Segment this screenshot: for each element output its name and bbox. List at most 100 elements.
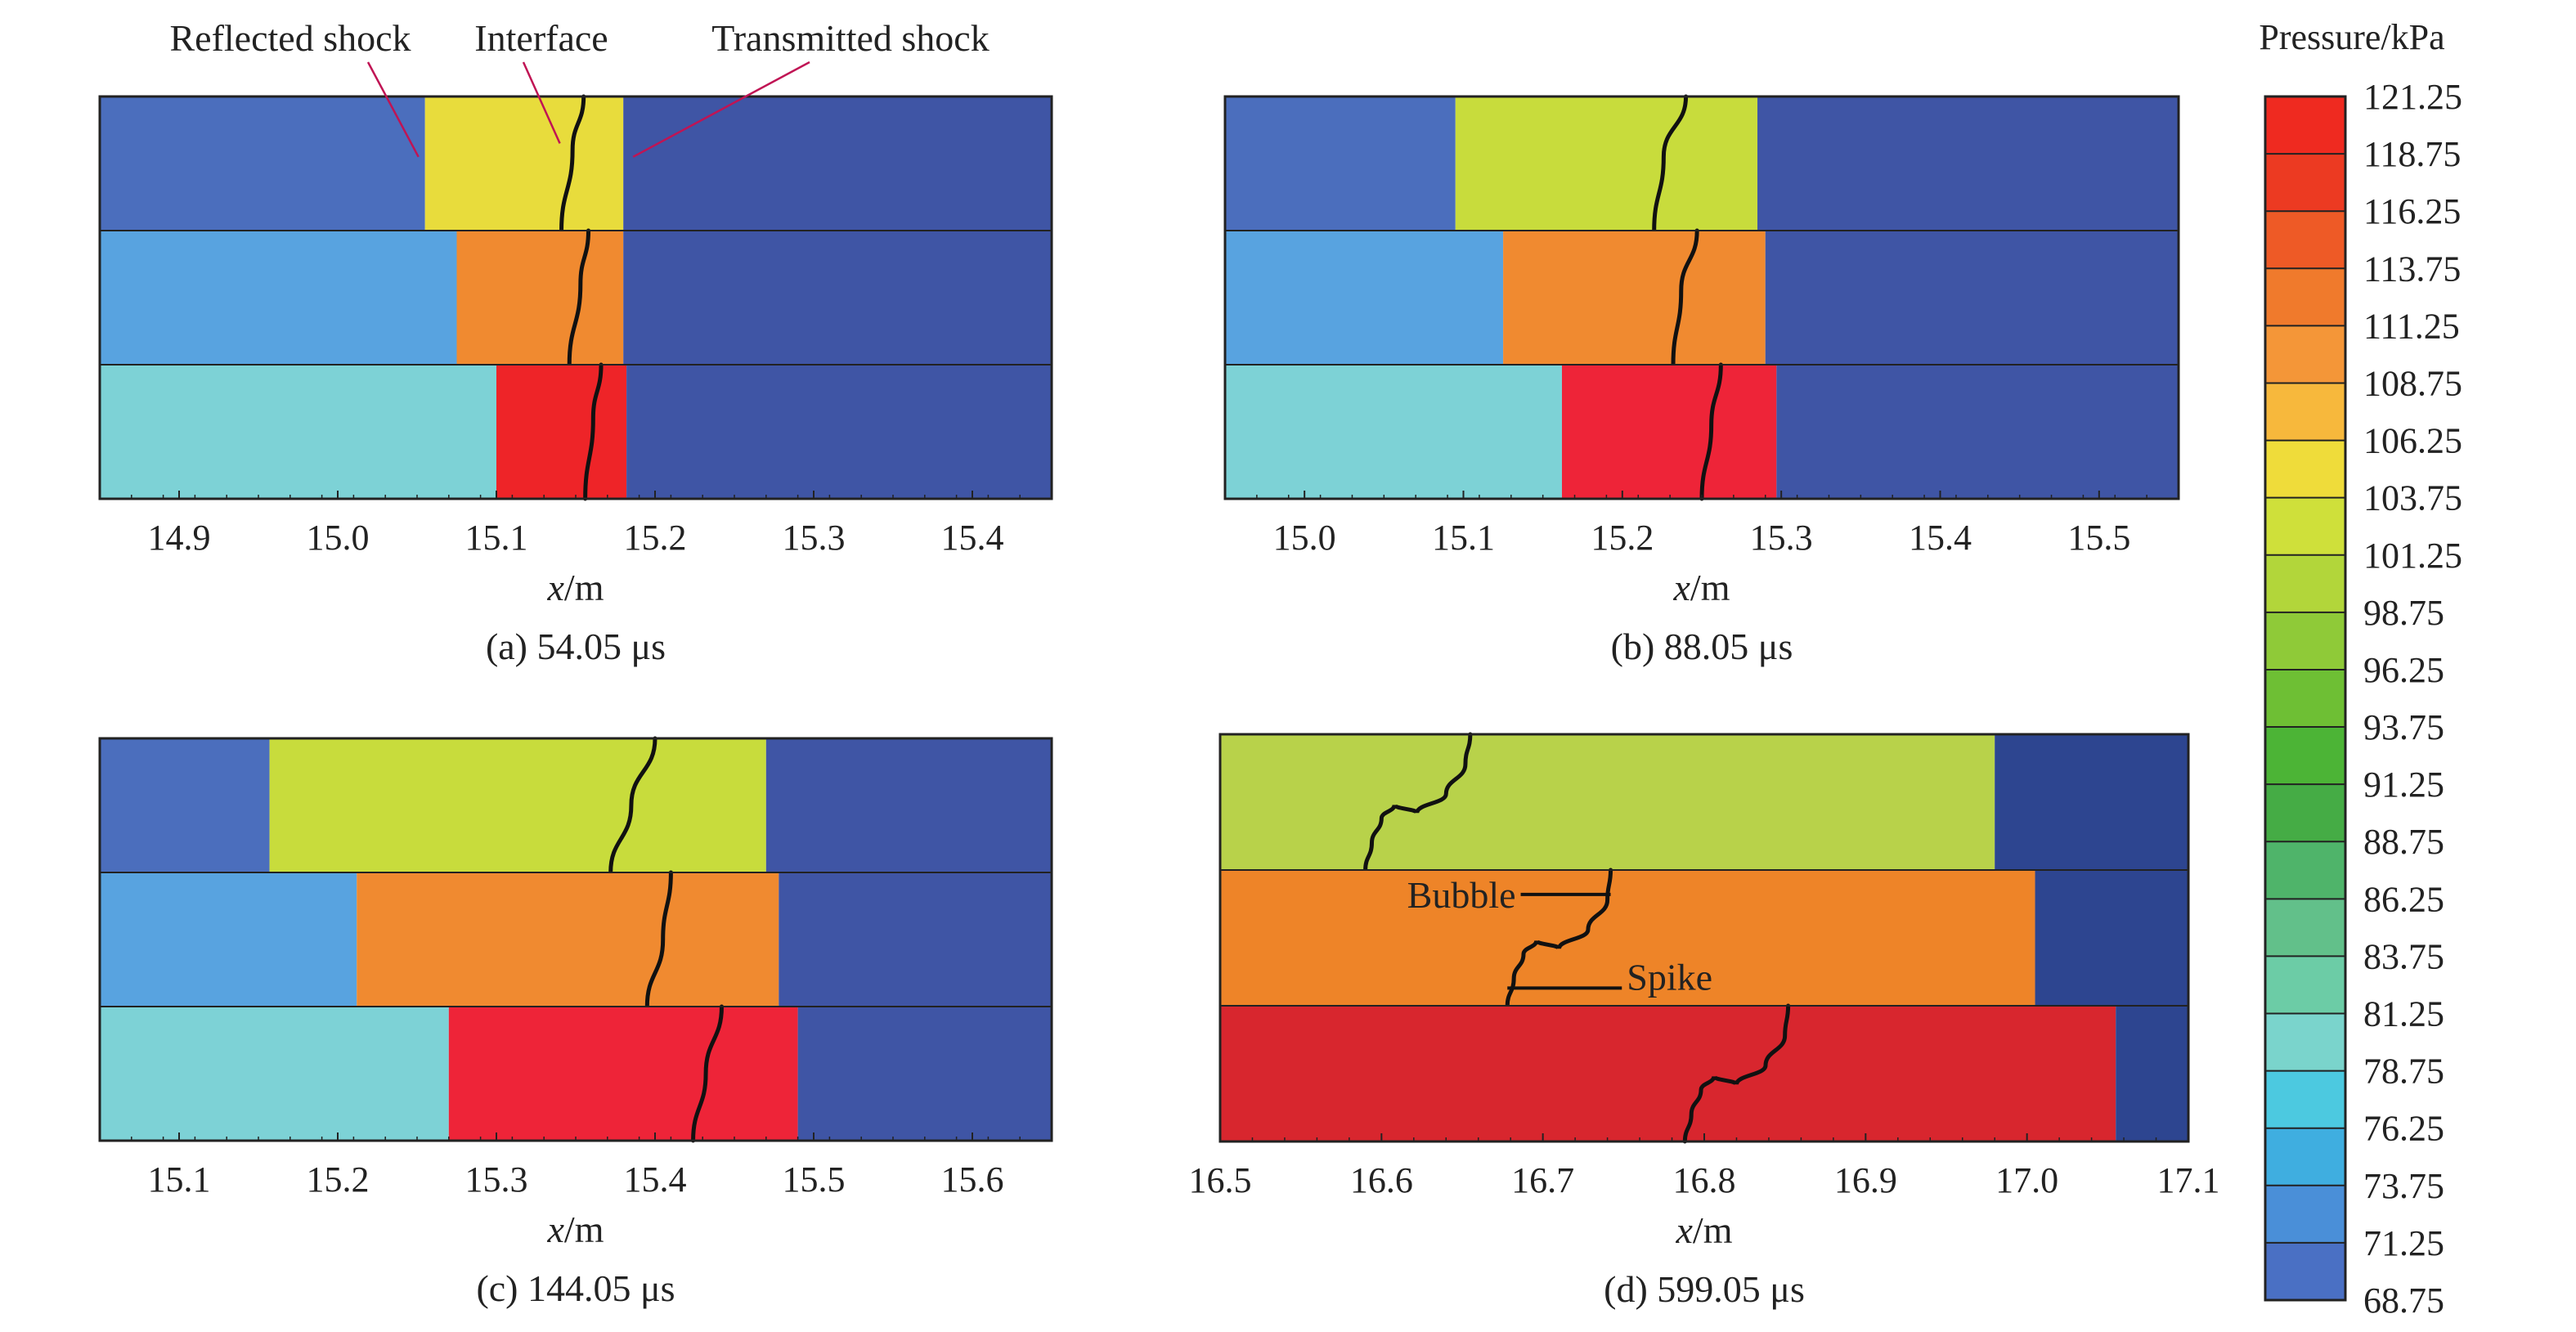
pressure-zone (496, 365, 627, 499)
x-tick-label: 15.1 (465, 518, 528, 558)
panel-a: 14.9 15.0 15.1 15.2 15.3 15.4 x/m (a) 54.05 μs R… (98, 17, 1053, 667)
x-axis-label: x/m (1676, 1209, 1733, 1251)
colorbar-level-label: 96.25 (2363, 650, 2444, 690)
x-tick-label: 16.5 (1189, 1160, 1252, 1200)
band-1 (1219, 732, 2189, 872)
x-tick-label: 15.2 (1591, 518, 1654, 558)
x-tick-label: 15.5 (2067, 518, 2130, 558)
colorbar-segment (2265, 1185, 2345, 1244)
pressure-zone (1225, 231, 1504, 365)
x-axis-label: x/m (547, 1209, 604, 1250)
colorbar-segment (2265, 325, 2345, 383)
pressure-zone (1995, 734, 2188, 870)
pressure-zone (100, 738, 270, 872)
annotation-leader (522, 61, 561, 144)
colorbar-segment (2265, 211, 2345, 269)
colorbar-level-label: 106.25 (2363, 421, 2462, 461)
colorbar-level-label: 118.75 (2363, 134, 2461, 174)
pressure-zone (424, 96, 624, 231)
interface-line (559, 94, 586, 233)
band-3 (1219, 1003, 2189, 1144)
colorbar-level-label: 86.25 (2363, 879, 2444, 919)
pressure-zone (1757, 96, 2179, 231)
colorbar-segment (2265, 841, 2345, 899)
band-3 (99, 1004, 1052, 1143)
colorbar-segment (2265, 497, 2345, 556)
colorbar-level-label: 71.25 (2363, 1223, 2444, 1263)
panel-d: 16.5 16.6 16.7 16.8 16.9 17.0 17.1 x/m (d) 599.0… (1189, 732, 2220, 1310)
pressure-zone (623, 231, 1052, 365)
x-tick-label: 15.2 (624, 518, 687, 558)
panel-b: 15.0 15.1 15.2 15.3 15.4 15.5 x/m (b) 88.05 μs (1223, 94, 2180, 667)
pressure-zone (626, 365, 1052, 499)
x-tick-label: 16.9 (1834, 1160, 1897, 1200)
x-tick-label: 15.1 (148, 1159, 211, 1200)
interface-line (608, 736, 657, 875)
interface-line (1363, 732, 1473, 872)
colorbar-segment (2265, 96, 2345, 155)
colorbar-segment (2265, 899, 2345, 957)
colorbar-level-label: 73.75 (2363, 1166, 2444, 1206)
x-axis-variable: x (1676, 1209, 1694, 1251)
annotation-label: Reflected shock (169, 17, 411, 59)
interface-line (1652, 94, 1689, 233)
band-3 (99, 362, 1052, 501)
pressure-zone (269, 738, 766, 872)
colorbar-level-label: 88.75 (2363, 822, 2444, 862)
x-axis: 15.1 15.2 15.3 15.4 15.5 15.6 (99, 1132, 1052, 1200)
pressure-zone (1220, 734, 1995, 870)
colorbar-level-label: 81.25 (2363, 994, 2444, 1034)
panel-caption: (b) 88.05 μs (1611, 626, 1793, 667)
annotation-leader (366, 61, 420, 158)
band-1 (99, 736, 1052, 875)
band-2 (1219, 868, 2189, 1008)
colorbar-segment (2265, 784, 2345, 842)
pressure-zone (1220, 1006, 2116, 1141)
x-axis-variable: x (547, 1209, 565, 1250)
pressure-zone (1765, 231, 2179, 365)
pressure-zone (1455, 96, 1758, 231)
annotation-label: Bubble (1407, 874, 1516, 916)
x-tick-label: 15.4 (941, 518, 1004, 558)
panel-caption: (c) 144.05 μs (476, 1267, 675, 1309)
annotation-label: Transmitted shock (711, 17, 989, 59)
colorbar-segment (2265, 612, 2345, 670)
pressure-zone (765, 738, 1052, 872)
panel-caption: (a) 54.05 μs (486, 626, 666, 667)
pressure-zone (1561, 365, 1777, 499)
colorbar-segment (2265, 1242, 2345, 1301)
pressure-zone (1220, 870, 2035, 1006)
colorbar-segment (2265, 440, 2345, 499)
pressure-zone (456, 231, 624, 365)
x-tick-label: 14.9 (148, 518, 211, 558)
annotation-leader (632, 61, 810, 158)
x-axis-unit: /m (564, 567, 604, 608)
x-axis: 14.9 15.0 15.1 15.2 15.3 15.4 (99, 491, 1052, 558)
band-1 (99, 94, 1052, 233)
x-tick-label: 15.3 (1750, 518, 1813, 558)
x-tick-label: 15.1 (1432, 518, 1495, 558)
colorbar-level-label: 116.25 (2363, 191, 2461, 231)
pressure-zone (1776, 365, 2179, 499)
colorbar-level-label: 103.75 (2363, 478, 2462, 518)
colorbar-title: Pressure/kPa (2259, 17, 2444, 57)
band-2 (99, 228, 1052, 367)
x-tick-label: 15.6 (941, 1159, 1004, 1200)
annotations: Reflected shock Interface Transmitted shoc… (169, 17, 990, 158)
x-axis-variable: x (1673, 567, 1691, 608)
pressure-zone (100, 1007, 449, 1141)
colorbar-level-label: 78.75 (2363, 1052, 2444, 1092)
colorbar-level-label: 91.25 (2363, 765, 2444, 805)
x-axis-unit: /m (564, 1209, 604, 1250)
colorbar-level-label: 121.25 (2363, 77, 2462, 117)
x-axis-label: x/m (1673, 567, 1730, 608)
colorbar-segment (2265, 1128, 2345, 1186)
pressure-zone (1503, 231, 1766, 365)
band-2 (99, 870, 1052, 1009)
colorbar-level-label: 101.25 (2363, 536, 2462, 576)
pressure-zone (2035, 870, 2188, 1006)
interface-line (644, 870, 673, 1009)
colorbar-level-label: 113.75 (2363, 249, 2461, 289)
pressure-zone (1225, 365, 1562, 499)
colorbar-segment (2265, 383, 2345, 442)
